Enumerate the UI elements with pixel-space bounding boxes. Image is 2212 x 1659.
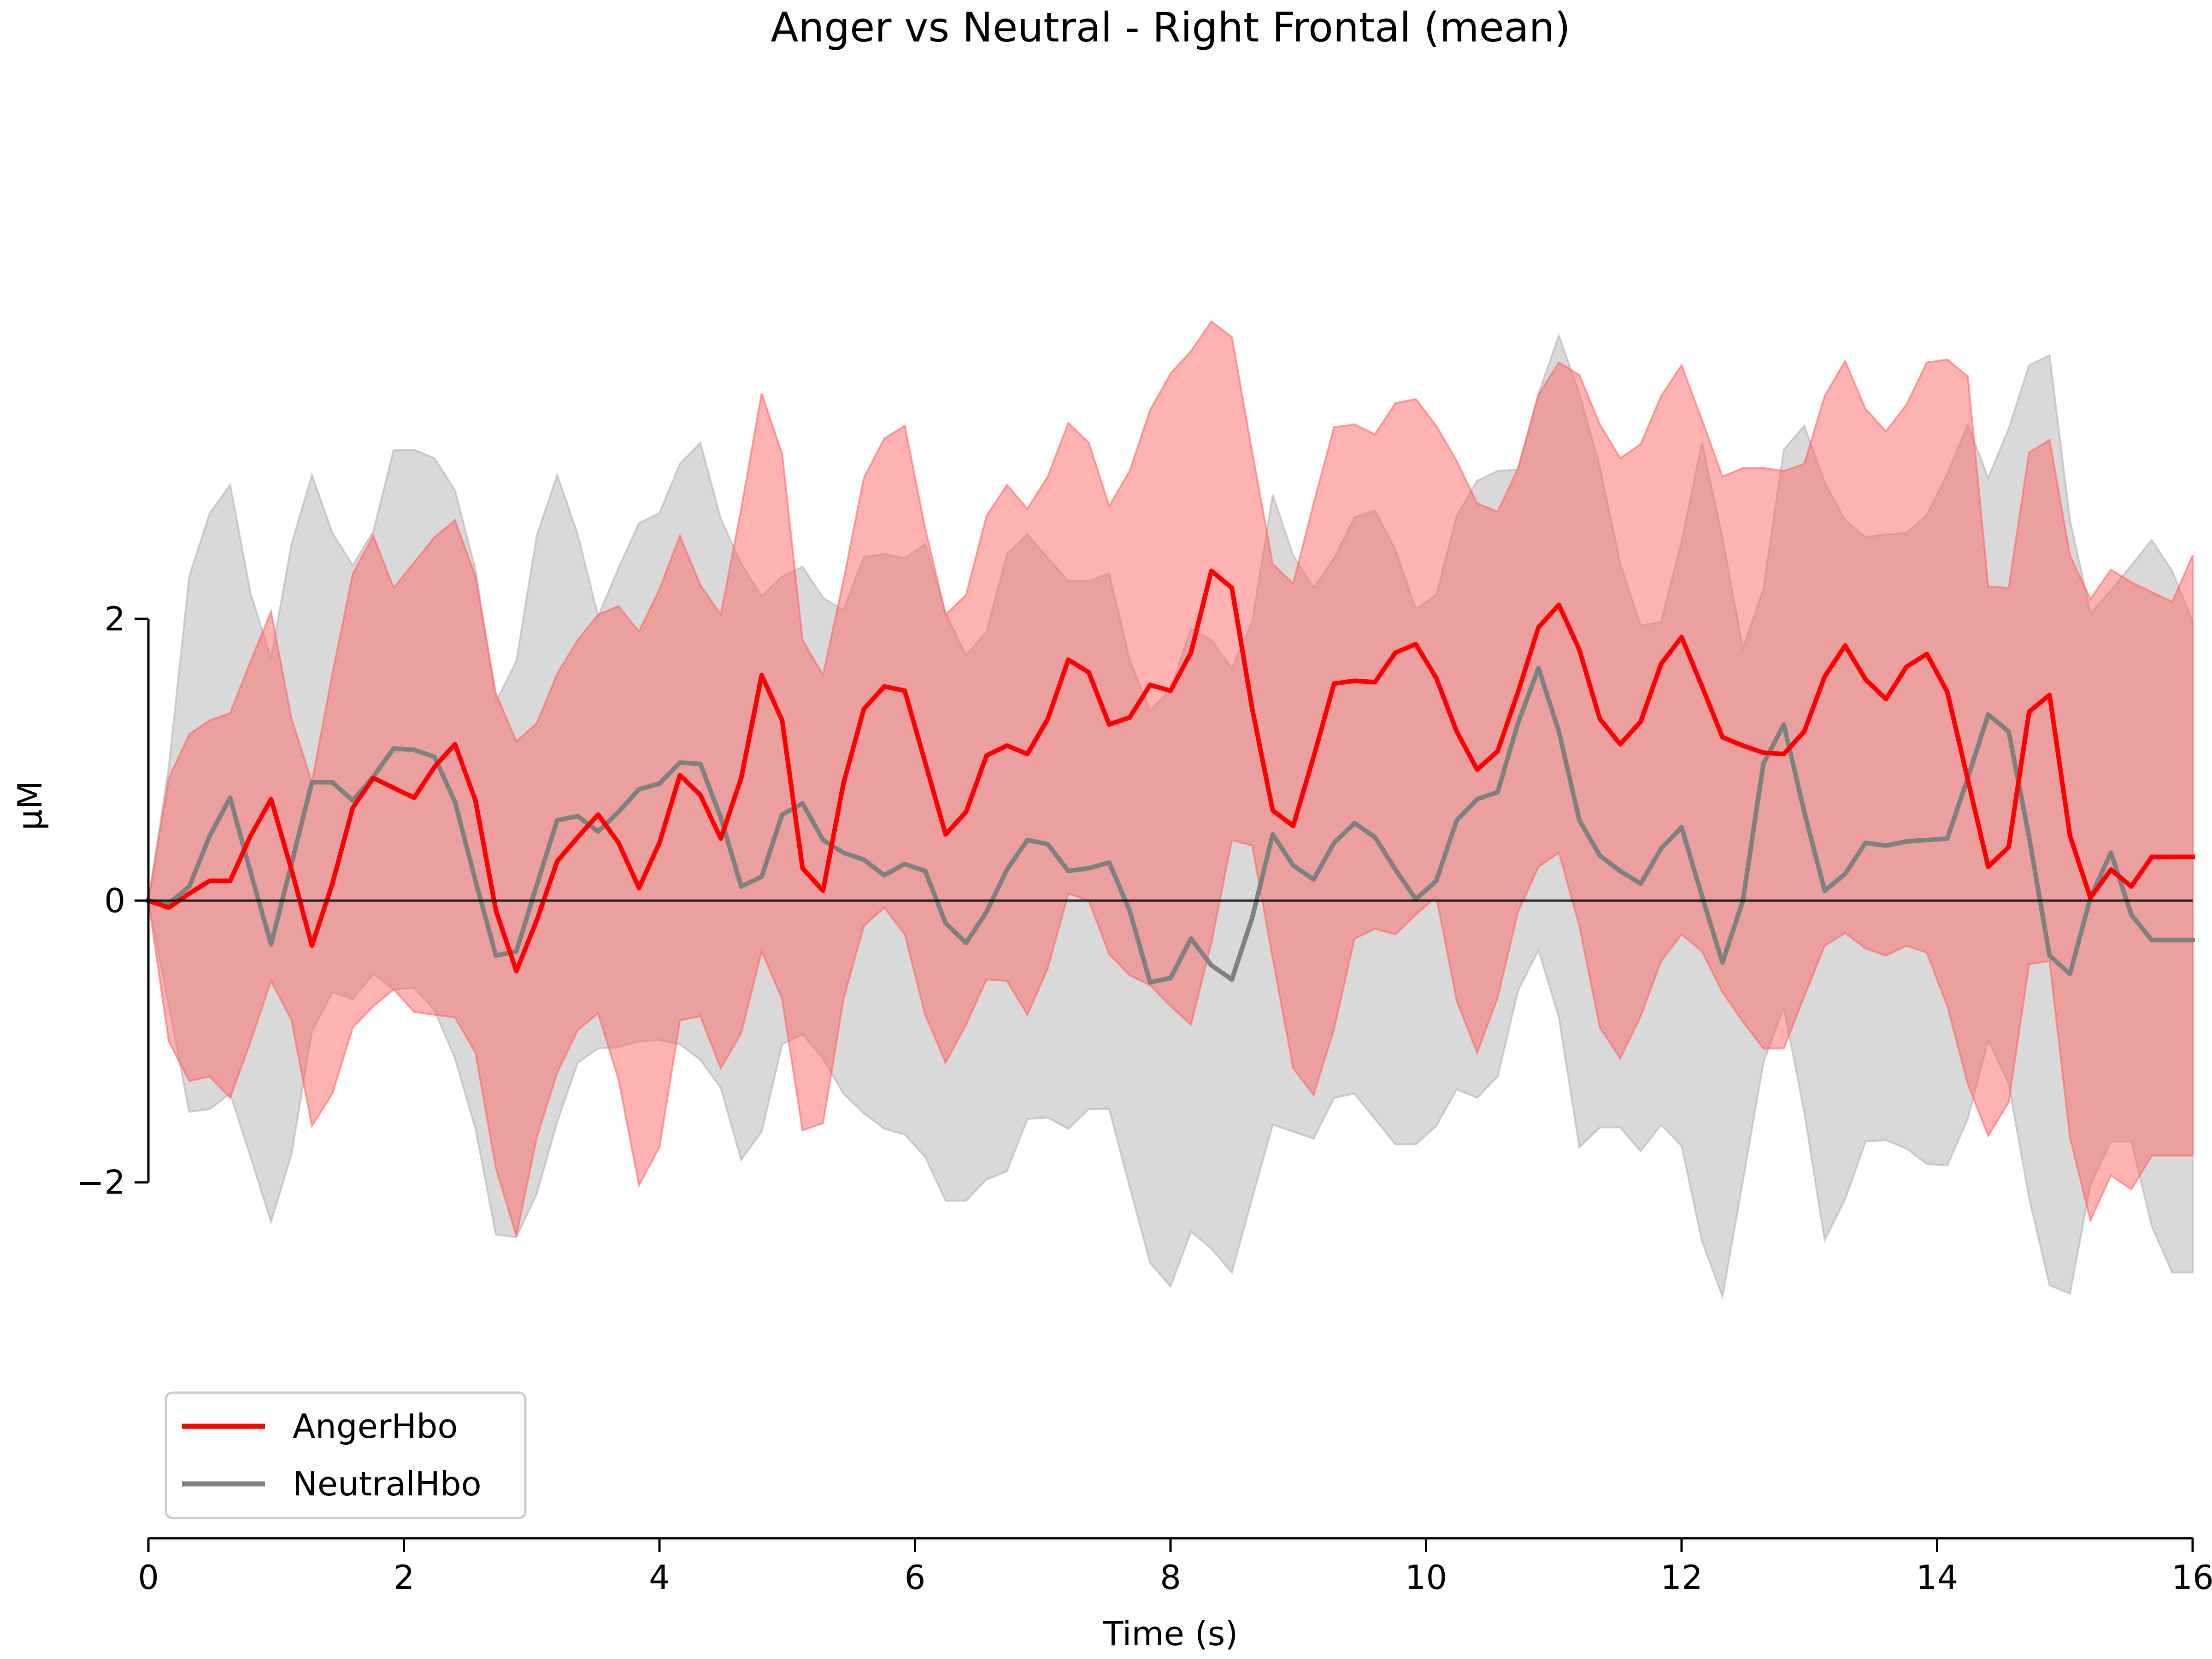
x-axis: 0 2 4 6 8 10 12 14 16	[138, 1537, 2212, 1597]
legend: AngerHbo NeutralHbo	[165, 1391, 527, 1519]
y-axis: −2 0 2	[76, 600, 150, 1202]
y-axis-label: µM	[11, 781, 49, 830]
y-tick-label: 0	[104, 881, 125, 920]
x-tick-label: 14	[1916, 1558, 1959, 1597]
chart-title: Anger vs Neutral - Right Frontal (mean)	[771, 4, 1570, 51]
confidence-bands	[147, 320, 2194, 1300]
legend-label-neutral: NeutralHbo	[293, 1465, 482, 1503]
x-axis-label: Time (s)	[1103, 1614, 1238, 1653]
x-tick-label: 6	[905, 1558, 926, 1597]
x-tick-label: 8	[1160, 1558, 1181, 1597]
line-angerhbo	[145, 568, 2195, 974]
x-tick-label: 4	[649, 1558, 670, 1597]
x-tick-label: 12	[1660, 1558, 1703, 1597]
legend-label-anger: AngerHbo	[293, 1407, 458, 1446]
x-tick-label: 16	[2171, 1558, 2212, 1597]
series-lines	[145, 568, 2195, 985]
y-tick-label: 2	[104, 600, 125, 638]
x-tick-label: 2	[394, 1558, 415, 1597]
line-neutralhbo	[146, 665, 2195, 985]
y-tick-label: −2	[76, 1163, 125, 1202]
x-tick-label: 10	[1405, 1558, 1447, 1597]
x-tick-label: 0	[138, 1558, 159, 1597]
